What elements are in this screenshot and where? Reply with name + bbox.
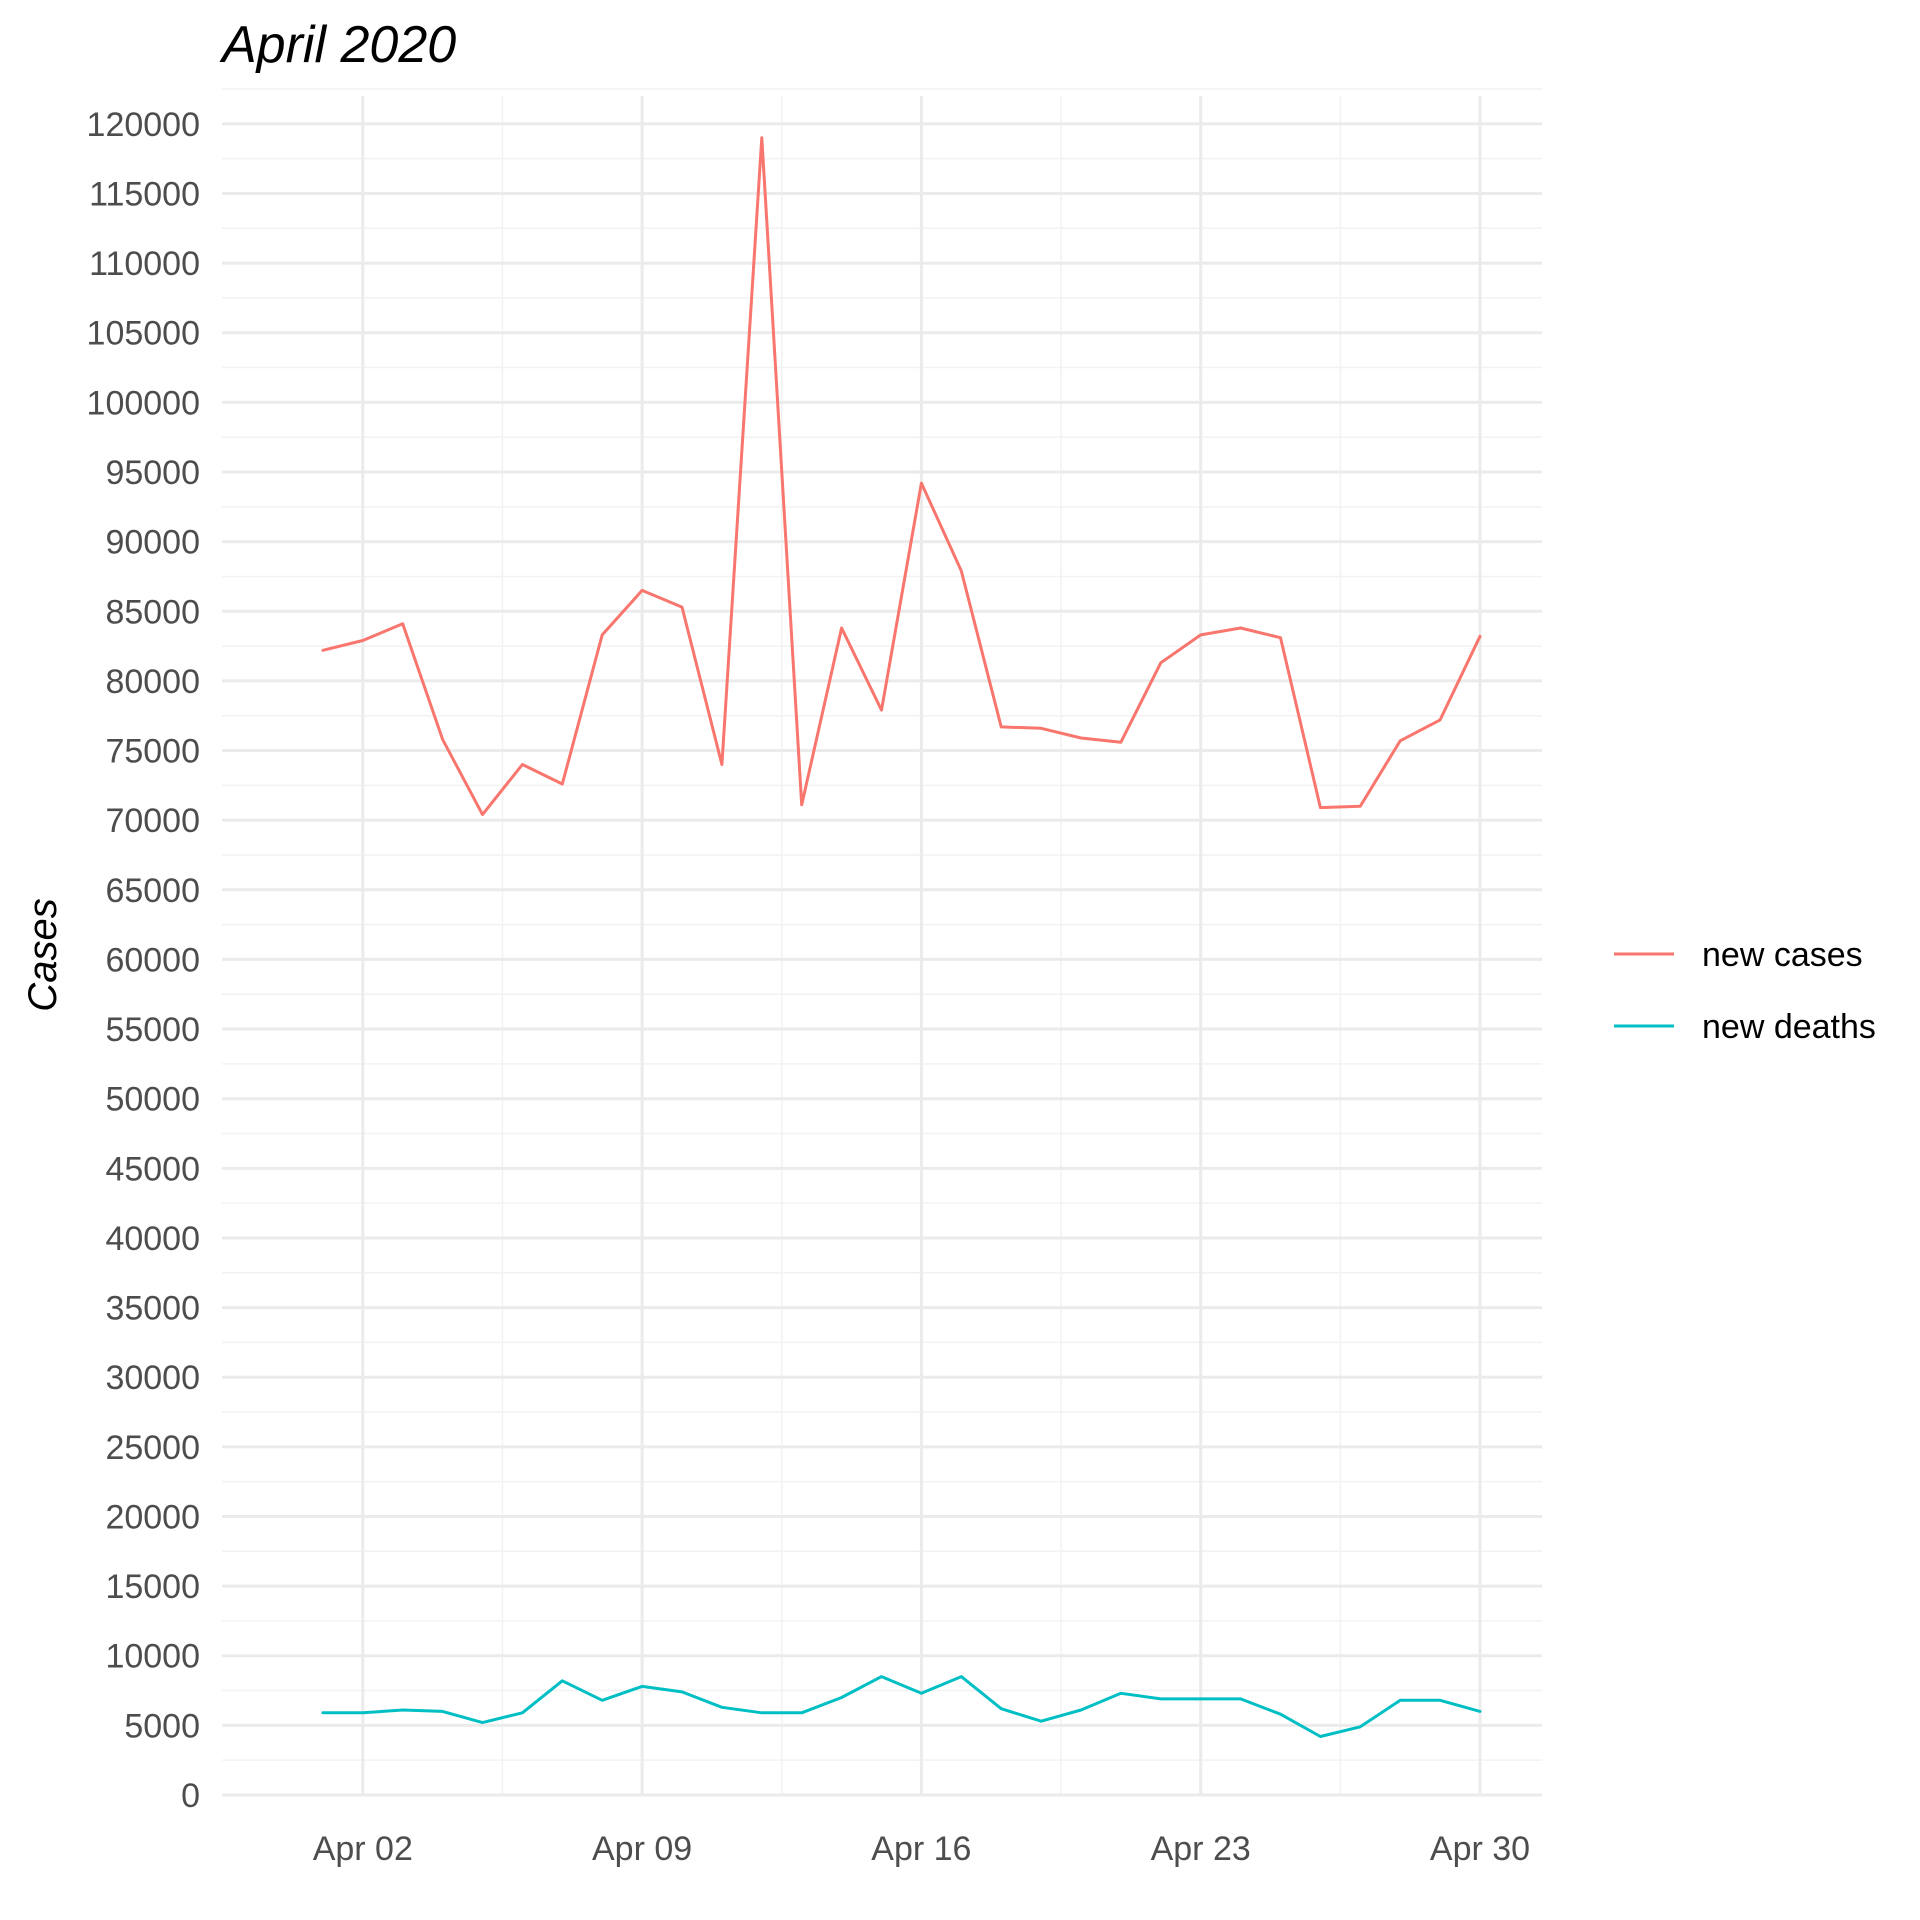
y-tick-label: 75000 [105,733,200,771]
y-tick-label: 10000 [105,1638,200,1676]
y-tick-label: 20000 [105,1498,200,1536]
y-axis-label: Cases [21,898,65,1011]
legend-label-new-deaths: new deaths [1702,1008,1876,1046]
y-tick-label: 110000 [89,245,200,283]
y-tick-label: 25000 [105,1429,200,1467]
y-tick-label: 45000 [105,1150,200,1188]
y-tick-label: 40000 [105,1220,200,1258]
y-tick-label: 35000 [105,1290,200,1328]
y-tick-label: 105000 [87,315,200,353]
x-tick-label: Apr 09 [592,1830,692,1868]
series-lines [321,136,1482,1738]
x-tick-label: Apr 23 [1151,1830,1251,1868]
y-tick-label: 30000 [105,1359,200,1397]
x-tick-label: Apr 02 [313,1830,413,1868]
y-tick-label: 70000 [105,802,200,840]
legend: new cases new deaths [1614,936,1876,1046]
major-gridlines [222,96,1542,1797]
y-tick-label: 115000 [89,175,200,213]
y-tick-label: 95000 [105,454,200,492]
y-tick-label: 15000 [105,1568,200,1606]
x-axis-tick-labels: Apr 02 Apr 09 Apr 16 Apr 23 Apr 30 [313,1830,1530,1868]
y-tick-label: 0 [181,1777,200,1815]
x-tick-label: Apr 16 [871,1830,971,1868]
y-tick-label: 85000 [105,593,200,631]
y-tick-label: 90000 [105,524,200,562]
y-tick-label: 60000 [105,941,200,979]
y-tick-label: 65000 [105,872,200,910]
chart-title: April 2020 [219,16,456,74]
y-tick-label: 100000 [87,384,200,422]
series-line-new-deaths [321,1675,1482,1738]
minor-gridlines [222,88,1542,1795]
y-tick-label: 50000 [105,1081,200,1119]
y-axis-tick-labels: 0 5000 10000 15000 20000 25000 30000 35000 40000… [87,106,200,1815]
y-tick-label: 5000 [124,1707,200,1745]
y-tick-label: 80000 [105,663,200,701]
y-tick-label: 55000 [105,1011,200,1049]
series-line-new-cases [321,136,1482,817]
x-tick-label: Apr 30 [1430,1830,1530,1868]
legend-label-new-cases: new cases [1702,936,1863,974]
y-tick-label: 120000 [87,106,200,144]
